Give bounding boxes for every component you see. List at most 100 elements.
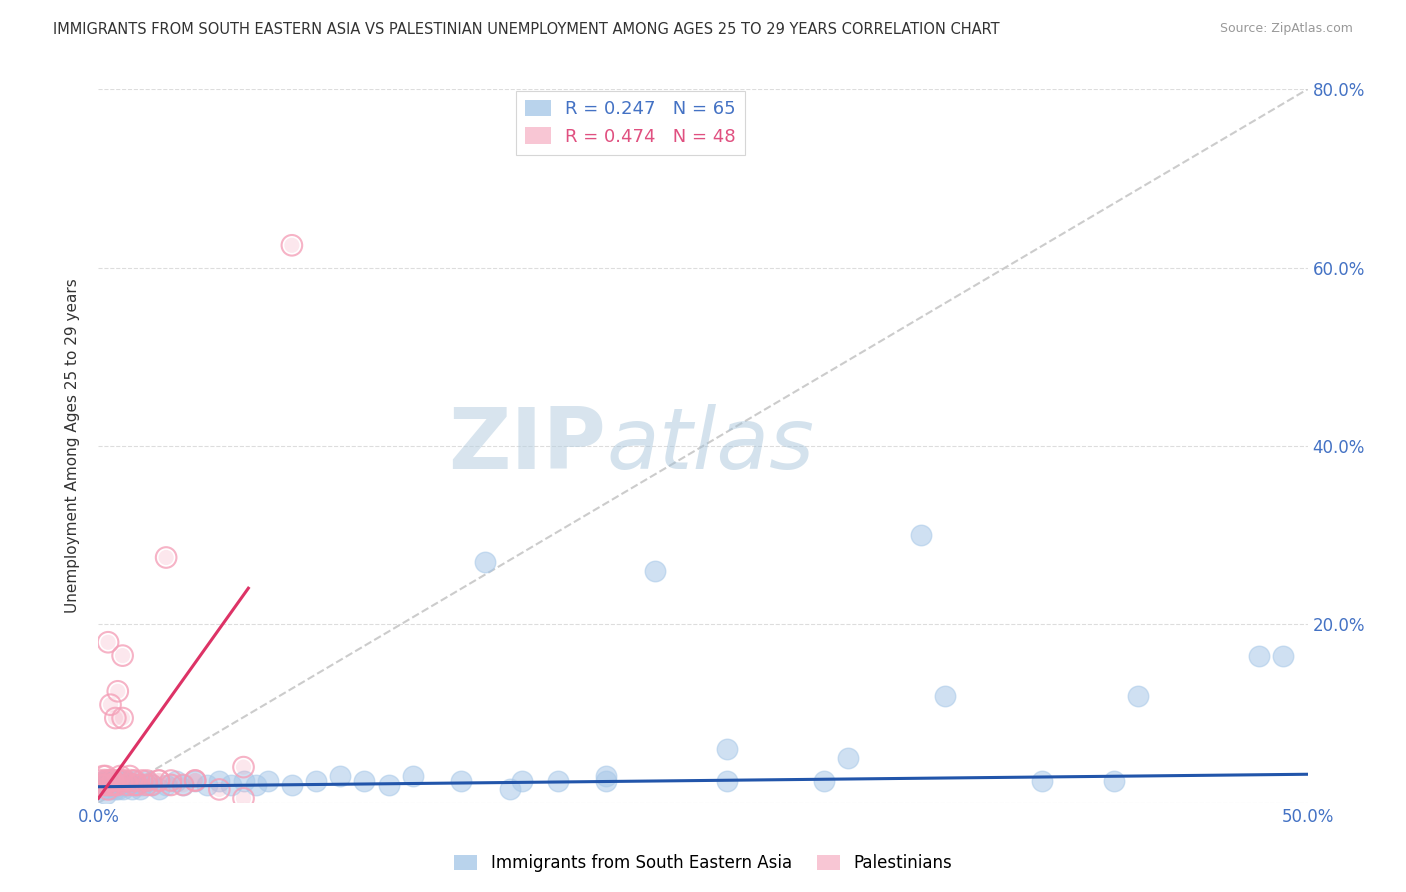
Point	[107, 778, 129, 792]
Point	[160, 778, 183, 792]
Point	[716, 773, 738, 788]
Point	[141, 778, 163, 792]
Point	[94, 778, 117, 792]
Point	[104, 782, 127, 797]
Point	[155, 550, 177, 565]
Point	[813, 773, 835, 788]
Point	[124, 773, 146, 788]
Point	[124, 773, 146, 788]
Point	[160, 773, 183, 788]
Point	[90, 778, 112, 792]
Point	[716, 742, 738, 756]
Point	[94, 773, 117, 788]
Point	[474, 555, 496, 569]
Point	[114, 773, 136, 788]
Point	[281, 238, 304, 252]
Point	[281, 238, 304, 252]
Point	[595, 769, 617, 783]
Point	[104, 778, 127, 792]
Point	[117, 773, 139, 788]
Point	[111, 711, 134, 725]
Text: IMMIGRANTS FROM SOUTH EASTERN ASIA VS PALESTINIAN UNEMPLOYMENT AMONG AGES 25 TO : IMMIGRANTS FROM SOUTH EASTERN ASIA VS PA…	[53, 22, 1000, 37]
Point	[104, 711, 127, 725]
Point	[127, 778, 149, 792]
Point	[111, 648, 134, 663]
Point	[108, 769, 131, 783]
Point	[256, 773, 278, 788]
Point	[97, 782, 120, 797]
Point	[141, 778, 163, 792]
Point	[101, 778, 124, 792]
Point	[195, 778, 218, 792]
Point	[155, 778, 177, 792]
Point	[108, 769, 131, 783]
Point	[111, 782, 134, 797]
Point	[172, 778, 194, 792]
Point	[107, 773, 129, 788]
Point	[90, 778, 112, 792]
Point	[184, 773, 207, 788]
Point	[104, 778, 127, 792]
Point	[131, 778, 153, 792]
Point	[184, 773, 207, 788]
Point	[97, 773, 120, 788]
Point	[100, 778, 122, 792]
Point	[97, 782, 120, 797]
Point	[135, 778, 157, 792]
Point	[510, 773, 533, 788]
Point	[101, 773, 124, 788]
Point	[121, 773, 143, 788]
Point	[837, 751, 859, 765]
Point	[94, 778, 117, 792]
Point	[155, 550, 177, 565]
Point	[910, 528, 932, 542]
Point	[353, 773, 375, 788]
Point	[281, 778, 304, 792]
Point	[498, 782, 520, 797]
Point	[148, 773, 170, 788]
Point	[644, 564, 666, 578]
Point	[127, 778, 149, 792]
Point	[124, 778, 146, 792]
Point	[111, 773, 134, 788]
Point	[101, 778, 124, 792]
Point	[100, 698, 122, 712]
Point	[127, 778, 149, 792]
Point	[100, 773, 122, 788]
Point	[184, 773, 207, 788]
Point	[118, 769, 141, 783]
Point	[232, 791, 254, 805]
Point	[141, 778, 163, 792]
Point	[135, 773, 157, 788]
Point	[329, 769, 352, 783]
Point	[100, 778, 122, 792]
Point	[208, 773, 231, 788]
Point	[172, 778, 194, 792]
Point	[90, 773, 112, 788]
Point	[90, 773, 112, 788]
Point	[94, 769, 117, 783]
Point	[121, 782, 143, 797]
Point	[124, 773, 146, 788]
Text: atlas: atlas	[606, 404, 814, 488]
Point	[100, 782, 122, 797]
Point	[148, 773, 170, 788]
Point	[94, 787, 117, 801]
Point	[128, 782, 150, 797]
Point	[232, 791, 254, 805]
Point	[1249, 648, 1271, 663]
Point	[91, 773, 114, 788]
Point	[94, 778, 117, 792]
Text: Source: ZipAtlas.com: Source: ZipAtlas.com	[1219, 22, 1353, 36]
Point	[547, 773, 569, 788]
Point	[111, 773, 134, 788]
Point	[1102, 773, 1125, 788]
Point	[148, 773, 170, 788]
Point	[377, 778, 399, 792]
Point	[184, 773, 207, 788]
Point	[101, 773, 124, 788]
Point	[104, 711, 127, 725]
Point	[91, 778, 114, 792]
Point	[114, 773, 136, 788]
Point	[305, 773, 328, 788]
